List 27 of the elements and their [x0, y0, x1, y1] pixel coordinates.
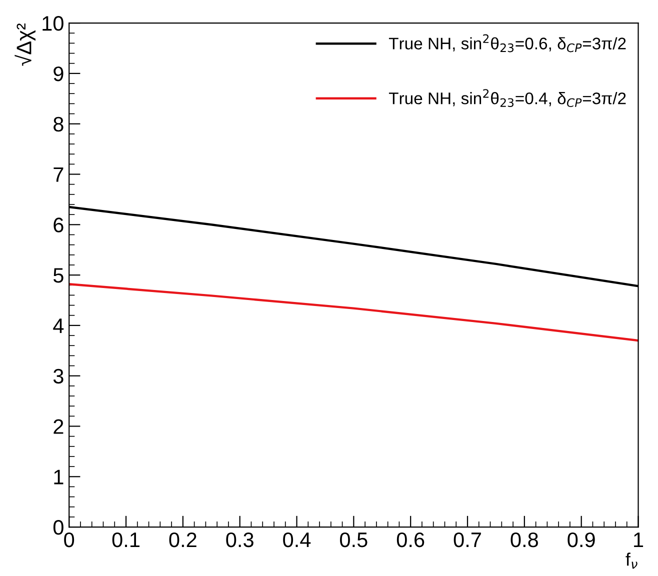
y-tick-label: 3 [53, 368, 64, 384]
x-tick-label: 0.1 [112, 532, 140, 548]
x-tick-label: 0.2 [169, 532, 196, 548]
y-tick-label: 1 [54, 470, 64, 484]
y-tick-label: 7 [54, 167, 64, 182]
legend-label: True NH, sin$^{2}$θ$_{23}$=0.4, δ$_{CP}$=3π/2 [388, 89, 626, 108]
x-axis-title: f$_{ν}$ [626, 552, 638, 569]
y-axis-title: √Δχ² [14, 23, 36, 66]
x-tick-label: 0.3 [226, 532, 254, 548]
y-tick-label: 2 [54, 419, 64, 434]
x-tick-label: 0.4 [283, 532, 311, 548]
y-tick-label: 5 [53, 268, 64, 283]
y-tick-label: 6 [54, 218, 64, 232]
x-tick-label: 0.6 [396, 532, 424, 548]
y-tick-label: 9 [54, 66, 64, 82]
x-tick-label: 0.7 [454, 532, 481, 548]
legend-label: True NH, sin$^{2}$θ$_{23}$=0.6, δ$_{CP}$=3π/2 [388, 34, 626, 52]
x-tick-label: 0.5 [340, 532, 368, 548]
x-tick-label: 0.8 [510, 532, 538, 548]
x-tick-label: 0.9 [568, 532, 595, 548]
line-series [69, 283, 638, 342]
y-tick-label: 0 [53, 520, 64, 535]
y-tick-label: 8 [54, 116, 64, 132]
y-tick-label: 4 [53, 318, 64, 333]
y-tick-label: 10 [42, 16, 64, 31]
x-tick-label: 0 [64, 532, 74, 548]
x-tick-label: 1 [634, 532, 644, 547]
